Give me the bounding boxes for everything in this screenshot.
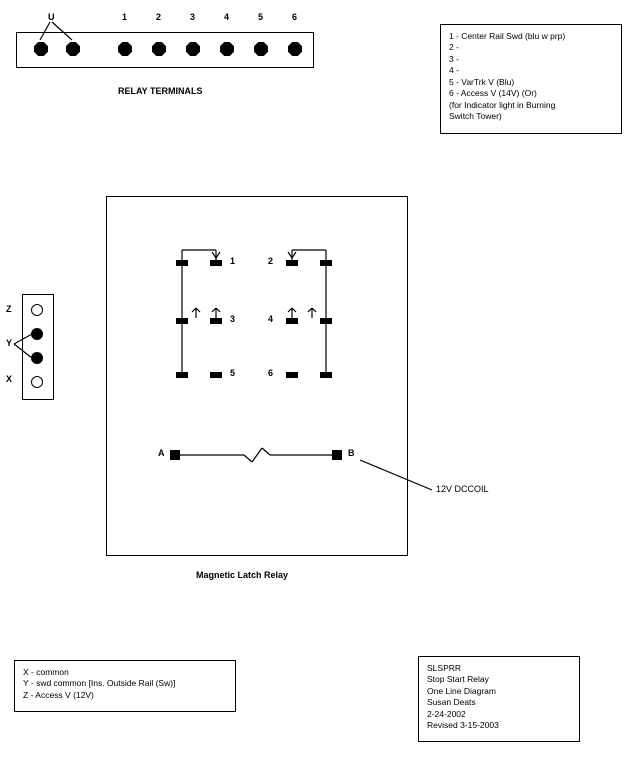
legend-xyz-line: X - common bbox=[23, 667, 227, 678]
side-label-z: Z bbox=[6, 304, 12, 314]
coil-callout: 12V DCCOIL bbox=[436, 484, 489, 494]
page: U 1 2 3 4 5 6 bbox=[0, 0, 640, 757]
term-label-4: 4 bbox=[224, 12, 229, 22]
legend-line: 1 - Center Rail Swd (blu w prp) bbox=[449, 31, 613, 42]
contact-5: 5 bbox=[230, 368, 235, 378]
title-block: SLSPRR Stop Start Relay One Line Diagram… bbox=[418, 656, 580, 742]
title-line: Stop Start Relay bbox=[427, 674, 571, 685]
title-line: 2-24-2002 bbox=[427, 709, 571, 720]
side-pin-z bbox=[31, 304, 43, 316]
relay-terminals-caption: RELAY TERMINALS bbox=[118, 86, 203, 96]
legend-line: Switch Tower) bbox=[449, 111, 613, 122]
side-pin-y2 bbox=[31, 352, 43, 364]
legend-line: 4 - bbox=[449, 65, 613, 76]
coil-a-label: A bbox=[158, 448, 165, 458]
contact-3: 3 bbox=[230, 314, 235, 324]
term-pin-6 bbox=[288, 42, 302, 56]
legend-line: (for Indicator light in Burning bbox=[449, 100, 613, 111]
legend-xyz: X - common Y - swd common [Ins. Outside … bbox=[14, 660, 236, 712]
side-label-x: X bbox=[6, 374, 12, 384]
term-pin-4 bbox=[220, 42, 234, 56]
contact-2: 2 bbox=[268, 256, 273, 266]
term-pin-2 bbox=[152, 42, 166, 56]
term-pin-5 bbox=[254, 42, 268, 56]
contact-6: 6 bbox=[268, 368, 273, 378]
title-line: One Line Diagram bbox=[427, 686, 571, 697]
side-pin-y1 bbox=[31, 328, 43, 340]
legend-line: 6 - Access V (14V) (Or) bbox=[449, 88, 613, 99]
term-label-3: 3 bbox=[190, 12, 195, 22]
legend-line: 5 - VarTrk V (Blu) bbox=[449, 77, 613, 88]
contact-1: 1 bbox=[230, 256, 235, 266]
contact-4: 4 bbox=[268, 314, 273, 324]
term-label-1: 1 bbox=[122, 12, 127, 22]
term-pin-3 bbox=[186, 42, 200, 56]
relay-caption: Magnetic Latch Relay bbox=[196, 570, 288, 580]
relay-box bbox=[106, 196, 408, 556]
term-label-5: 5 bbox=[258, 12, 263, 22]
legend-terminals: 1 - Center Rail Swd (blu w prp) 2 - 3 - … bbox=[440, 24, 622, 134]
title-line: SLSPRR bbox=[427, 663, 571, 674]
side-label-y: Y bbox=[6, 338, 12, 348]
legend-xyz-line: Y - swd common [Ins. Outside Rail (Sw)] bbox=[23, 678, 227, 689]
legend-line: 3 - bbox=[449, 54, 613, 65]
legend-line: 2 - bbox=[449, 42, 613, 53]
term-label-u: U bbox=[48, 12, 55, 22]
coil-b-label: B bbox=[348, 448, 355, 458]
term-label-6: 6 bbox=[292, 12, 297, 22]
side-pin-x bbox=[31, 376, 43, 388]
term-label-2: 2 bbox=[156, 12, 161, 22]
title-line: Susan Deats bbox=[427, 697, 571, 708]
title-line: Revised 3-15-2003 bbox=[427, 720, 571, 731]
legend-xyz-line: Z - Access V (12V) bbox=[23, 690, 227, 701]
